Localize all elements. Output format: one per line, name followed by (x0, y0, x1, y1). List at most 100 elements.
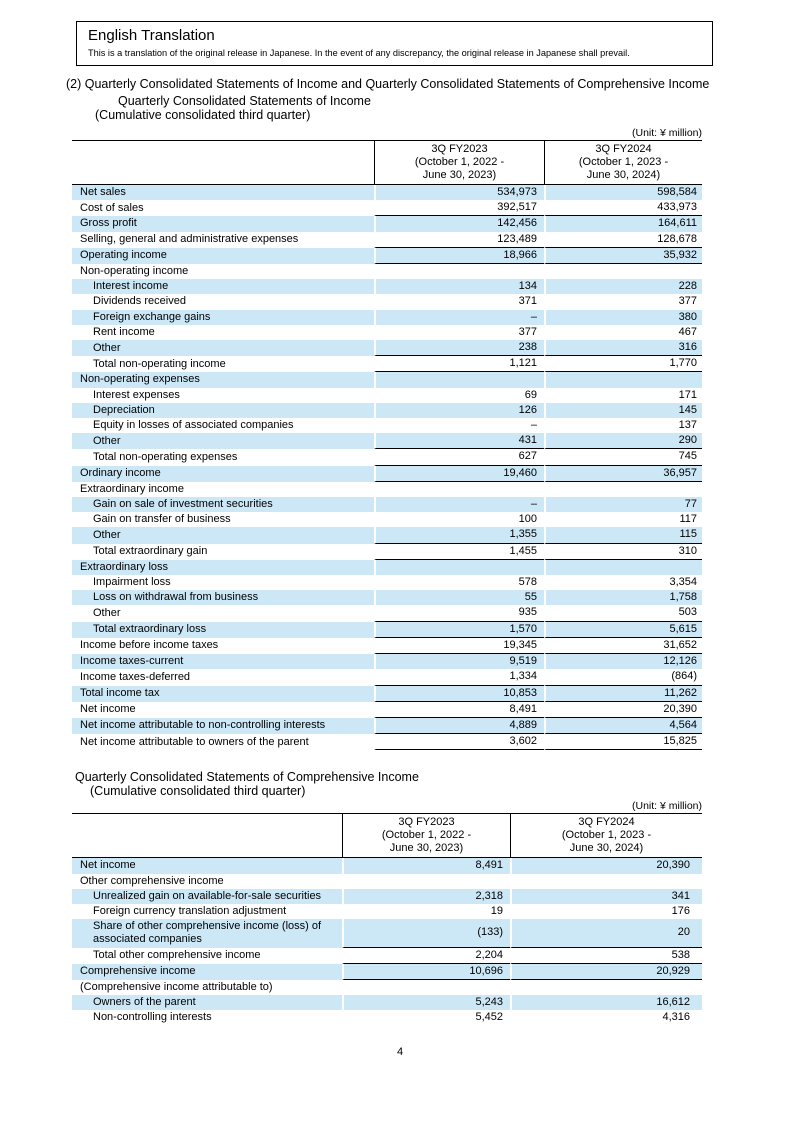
value-fy2024: 11,262 (544, 685, 702, 702)
value-fy2024: 31,652 (544, 637, 702, 655)
row-label: Dividends received (93, 295, 186, 308)
table-row: Dividends received 371 377 (72, 294, 702, 310)
value-fy2024: 598,584 (544, 185, 702, 201)
value-fy2024: 316 (544, 340, 702, 357)
table-row: Rent income 377 467 (72, 324, 702, 341)
value-fy2024: 1,758 (544, 590, 702, 606)
row-label: Impairment loss (93, 576, 171, 589)
row-label: Total other comprehensive income (93, 949, 261, 962)
value-fy2024 (544, 481, 702, 498)
row-label: Net sales (72, 185, 374, 201)
column-header-empty (72, 140, 374, 185)
value-fy2024: 115 (544, 527, 702, 544)
row-label: Net income attributable to non-controlli… (72, 717, 374, 735)
row-label: Cost of sales (80, 201, 144, 214)
column-header-period-1: 3Q FY2023 (October 1, 2022 - June 30, 2023… (374, 140, 544, 185)
comprehensive-statement-title: Quarterly Consolidated Statements of Com… (75, 770, 419, 785)
value-fy2024: 5,615 (544, 621, 702, 638)
value-fy2023: 4,889 (374, 717, 544, 735)
value-fy2023: (133) (342, 919, 510, 948)
table-row: Cost of sales 392,517 433,973 (72, 200, 702, 217)
row-label: Ordinary income (72, 465, 374, 482)
column-header-line: (October 1, 2022 - (414, 156, 505, 168)
value-fy2024: 137 (544, 418, 702, 434)
table-row: Total other comprehensive income 2,204 538 (72, 947, 702, 964)
row-label: Extraordinary loss (72, 559, 374, 576)
value-fy2023: 935 (374, 605, 544, 622)
value-fy2023: 134 (374, 279, 544, 295)
value-fy2023: – (374, 418, 544, 434)
row-label: Selling, general and administrative expe… (80, 233, 299, 246)
income-statement-title: Quarterly Consolidated Statements of Inc… (118, 94, 371, 108)
row-label: Net income attributable to owners of the… (80, 735, 309, 748)
row-label: Unrealized gain on available-for-sale se… (72, 888, 342, 904)
value-fy2024: 20,390 (544, 701, 702, 718)
value-fy2023: 9,519 (374, 654, 544, 670)
value-fy2024: 745 (544, 449, 702, 466)
table-row: Gross profit 142,456 164,611 (72, 216, 702, 232)
row-label: Total extraordinary loss (72, 621, 374, 638)
value-fy2024: 35,932 (544, 247, 702, 265)
value-fy2023: – (374, 497, 544, 513)
value-fy2023 (374, 559, 544, 576)
value-fy2023 (342, 979, 510, 996)
value-fy2024: 164,611 (544, 216, 702, 232)
value-fy2023: 123,489 (374, 231, 544, 248)
value-fy2023: – (374, 309, 544, 325)
table-row: Ordinary income 19,460 36,957 (72, 465, 702, 482)
row-label: Non-operating expenses (72, 372, 374, 388)
table-row: Total extraordinary loss 1,570 5,615 (72, 621, 702, 638)
table-row: Equity in losses of associated companies… (72, 418, 702, 434)
table-row: Net sales 534,973 598,584 (72, 185, 702, 201)
row-label: Gross profit (72, 216, 374, 232)
row-label: Other (93, 606, 121, 619)
row-label: Other (72, 527, 374, 544)
column-header-line: 3Q FY2023 (431, 143, 488, 155)
value-fy2023: 2,204 (342, 947, 510, 964)
value-fy2023: 371 (374, 294, 544, 310)
column-header-line: 3Q FY2024 (578, 816, 635, 829)
value-fy2023: 126 (374, 402, 544, 419)
row-label: (Comprehensive income attributable to) (80, 980, 273, 993)
value-fy2023: 1,355 (374, 527, 544, 544)
value-fy2024: 145 (544, 402, 702, 419)
value-fy2023 (374, 264, 544, 280)
value-fy2024 (544, 559, 702, 576)
value-fy2024 (544, 264, 702, 280)
value-fy2023: 10,696 (342, 963, 510, 980)
column-header-line: June 30, 2023) (389, 842, 464, 855)
table-row: Non-operating expenses (72, 372, 702, 388)
value-fy2024: 377 (544, 294, 702, 310)
page-number: 4 (396, 1046, 404, 1058)
value-fy2024: 171 (544, 387, 702, 403)
value-fy2023: 431 (374, 433, 544, 450)
value-fy2023: 3,602 (374, 734, 544, 751)
income-statement-subtitle: (Cumulative consolidated third quarter) (95, 108, 311, 122)
value-fy2024 (510, 979, 702, 996)
table-row: Other 1,355 115 (72, 527, 702, 544)
row-label: Non-controlling interests (93, 1011, 212, 1024)
value-fy2023: 1,455 (374, 543, 544, 560)
value-fy2023 (374, 372, 544, 388)
value-fy2023: 1,121 (374, 356, 544, 373)
table-row: (Comprehensive income attributable to) (72, 979, 702, 996)
table-row: Impairment loss 578 3,354 (72, 575, 702, 591)
value-fy2023: 534,973 (374, 185, 544, 201)
table-row: Non-operating income (72, 264, 702, 280)
row-label: Share of other comprehensive income (los… (72, 919, 342, 948)
table-row: Interest expenses 69 171 (72, 387, 702, 403)
table-row: Foreign currency translation adjustment 1… (72, 903, 702, 920)
value-fy2023: 69 (374, 387, 544, 403)
table-row: Extraordinary loss (72, 559, 702, 576)
value-fy2024: 503 (544, 605, 702, 622)
row-label: Comprehensive income (72, 963, 342, 980)
value-fy2023 (374, 481, 544, 498)
table-row: Total non-operating expenses 627 745 (72, 449, 702, 466)
translation-box-title: English Translation (88, 27, 215, 44)
table-row: Income taxes-deferred 1,334 (864) (72, 669, 702, 686)
table-row: Comprehensive income 10,696 20,929 (72, 963, 702, 980)
table-row: Other 935 503 (72, 605, 702, 622)
row-label: Gain on transfer of business (93, 513, 231, 526)
row-label: Income taxes-current (72, 654, 374, 670)
